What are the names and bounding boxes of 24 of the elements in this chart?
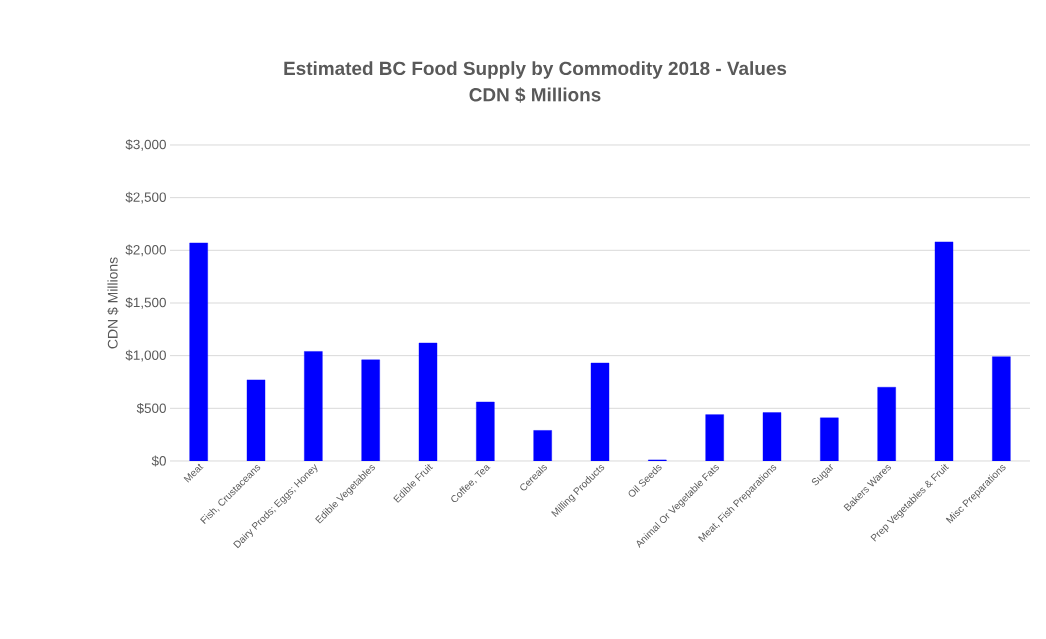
bar [361, 359, 380, 461]
bar [418, 342, 438, 461]
bar [877, 387, 896, 461]
y-tick-label: $1,000 [125, 349, 166, 362]
y-tick-label: $500 [136, 402, 166, 414]
y-tick-label: $2,000 [125, 244, 166, 257]
bar [820, 417, 839, 461]
bar [705, 414, 724, 461]
bar [934, 241, 954, 461]
chart-title: Estimated BC Food Supply by Commodity 2018 - Values [284, 61, 787, 79]
y-axis-title: CDN $ Millions [107, 257, 119, 349]
y-tick-label: $0 [151, 455, 166, 467]
bar [476, 401, 495, 461]
y-tick-label: $1,500 [125, 297, 166, 309]
y-tick-label: $3,000 [125, 139, 166, 151]
bar [189, 242, 208, 461]
bar [590, 362, 610, 461]
chart-subtitle: CDN $ Millions [469, 87, 601, 103]
bar [992, 356, 1011, 461]
bar [304, 351, 323, 461]
bar [246, 379, 266, 461]
bar [533, 430, 552, 461]
y-tick-label: $2,500 [125, 191, 166, 204]
bar [762, 412, 782, 461]
